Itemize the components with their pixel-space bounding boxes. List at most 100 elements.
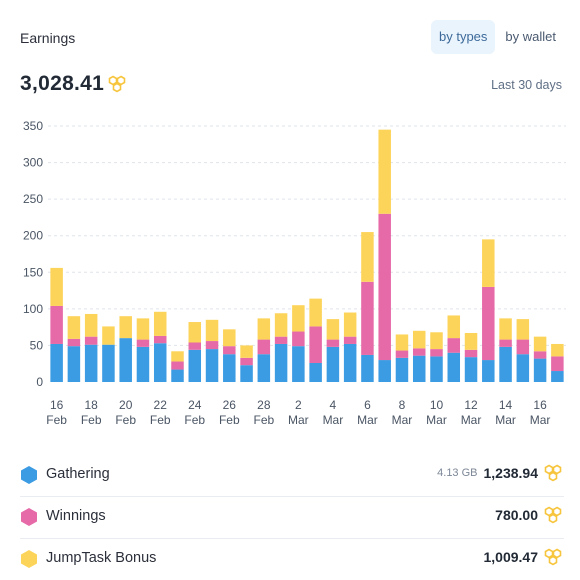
legend-amount: 780.00 [495, 507, 538, 523]
x-tick-day: 14 [499, 398, 513, 412]
bar-segment [361, 354, 374, 382]
bar-segment [412, 348, 426, 356]
legend-row-winnings: Winnings 780.00 [20, 497, 564, 539]
bar-segment [292, 331, 305, 347]
bar-segment [67, 346, 81, 382]
bar-segment [412, 330, 426, 349]
y-tick-label: 350 [23, 119, 43, 133]
legend-label: JumpTask Bonus [46, 550, 157, 566]
bar-segment [205, 341, 219, 350]
x-tick-month: Feb [253, 413, 274, 427]
legend-amount: 1,238.94 [483, 465, 539, 481]
honeycomb-coin-icon [108, 75, 126, 93]
bar-segment [136, 318, 150, 340]
y-tick-label: 250 [23, 192, 43, 206]
bar-segment [499, 339, 512, 347]
honeycomb-coin-icon [544, 548, 562, 566]
bar-segment [482, 239, 495, 287]
x-tick-day: 12 [464, 398, 478, 412]
view-tabs: by types by wallet [431, 20, 564, 54]
bar-segment [309, 326, 322, 363]
bar-segment [343, 312, 357, 337]
bar-segment [223, 354, 236, 382]
bar-segment [326, 319, 340, 340]
x-tick-month: Feb [150, 413, 171, 427]
period-label: Last 30 days [491, 78, 562, 92]
x-tick-month: Mar [461, 413, 482, 427]
bar-segment [533, 351, 547, 359]
bar-segment [240, 365, 253, 382]
bar-segment [292, 305, 305, 332]
x-tick-day: 18 [84, 398, 98, 412]
y-tick-label: 300 [23, 156, 43, 170]
y-tick-label: 150 [23, 265, 43, 279]
bar-segment [378, 360, 391, 382]
tab-by-wallet[interactable]: by wallet [505, 29, 556, 44]
bar-segment [516, 319, 530, 340]
bar-segment [171, 361, 184, 370]
bar-segment [378, 129, 391, 214]
bar-segment [464, 357, 478, 382]
bar-segment [188, 322, 202, 343]
x-tick-month: Mar [495, 413, 516, 427]
x-tick-day: 8 [399, 398, 406, 412]
earnings-header: Earnings by types by wallet [20, 20, 564, 56]
honeycomb-coin-icon [544, 506, 562, 524]
bar-segment [464, 349, 478, 358]
bar-segment [292, 346, 305, 382]
tab-by-types[interactable]: by types [431, 20, 496, 54]
bar-segment [50, 343, 63, 382]
bar-segment [551, 371, 564, 382]
bar-segment [412, 355, 426, 382]
x-tick-day: 22 [154, 398, 168, 412]
bar-segment [84, 344, 98, 382]
bar-segment [499, 346, 512, 382]
x-tick-month: Feb [46, 413, 67, 427]
bar-segment [326, 346, 340, 382]
bar-segment [50, 267, 63, 306]
bar-segment [516, 339, 530, 355]
x-tick-month: Mar [392, 413, 413, 427]
bar-segment [343, 343, 357, 382]
x-tick-day: 16 [50, 398, 64, 412]
bar-segment [516, 354, 530, 382]
bar-segment [326, 339, 340, 347]
hexagon-icon [21, 508, 37, 526]
bar-segment [257, 354, 271, 382]
bar-segment [240, 357, 253, 366]
total-earnings: 3,028.41 Last 30 days [20, 72, 564, 98]
bar-segment [171, 369, 184, 382]
bar-segment [257, 339, 271, 355]
bar-segment [119, 316, 132, 339]
bar-segment [223, 329, 236, 347]
x-tick-day: 28 [257, 398, 271, 412]
x-tick-month: Mar [323, 413, 344, 427]
legend-label: Winnings [46, 508, 106, 524]
bar-segment [274, 336, 288, 344]
y-tick-label: 100 [23, 302, 43, 316]
bar-segment [188, 342, 202, 350]
bar-segment [171, 351, 184, 362]
x-tick-day: 2 [295, 398, 302, 412]
bar-segment [430, 349, 443, 357]
x-tick-month: Feb [81, 413, 102, 427]
bar-segment [205, 349, 219, 382]
hexagon-icon [21, 550, 37, 568]
legend-label: Gathering [46, 466, 110, 482]
x-tick-day: 24 [188, 398, 202, 412]
data-size: 4.13 GB [437, 467, 478, 479]
bar-segment [551, 343, 564, 357]
x-tick-day: 4 [330, 398, 337, 412]
x-tick-month: Mar [426, 413, 447, 427]
hexagon-icon [21, 466, 37, 484]
bar-segment [533, 358, 547, 382]
total-value: 3,028.41 [20, 72, 105, 95]
x-tick-month: Feb [219, 413, 240, 427]
bar-segment [136, 339, 150, 347]
bar-segment [153, 311, 167, 336]
bar-segment [378, 213, 391, 361]
earnings-legend: Gathering 4.13 GB 1,238.94 Winnings 780.… [20, 455, 564, 580]
bar-segment [430, 332, 443, 350]
x-tick-day: 16 [533, 398, 547, 412]
bar-segment [257, 318, 271, 340]
